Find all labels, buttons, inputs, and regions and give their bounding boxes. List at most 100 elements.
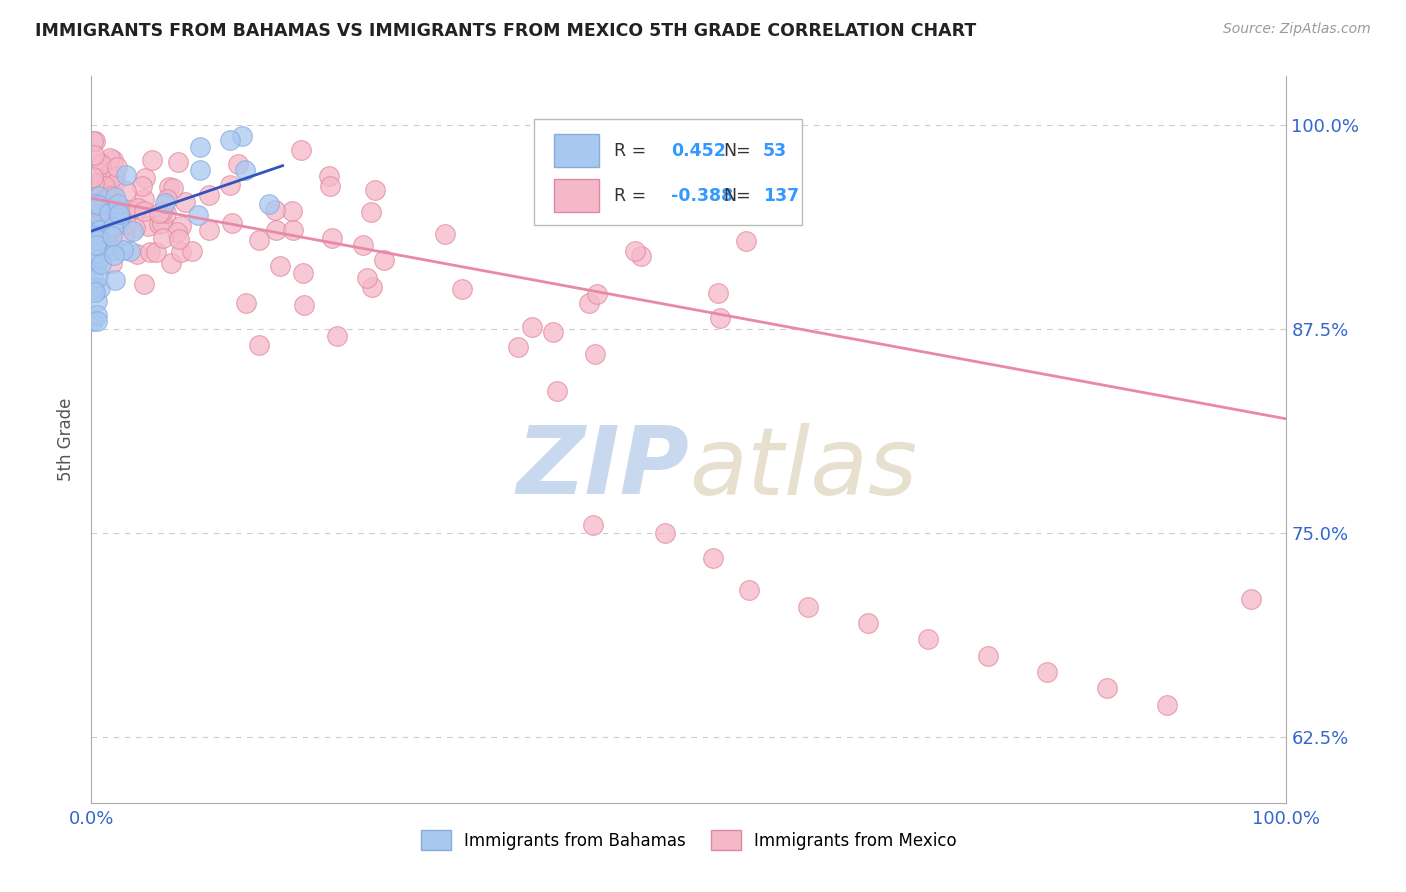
Text: N=: N= [724, 186, 751, 204]
Point [148, 206, 170, 220]
Point [155, 206, 177, 220]
Point [86, 246, 108, 260]
Point [132, 192, 155, 206]
Point [976, 648, 998, 663]
Point [103, 248, 125, 262]
Point [231, 128, 253, 143]
Point [83, 279, 105, 293]
Point [82, 314, 104, 328]
Point [101, 220, 124, 235]
Point [247, 338, 270, 352]
Point [188, 162, 211, 177]
Point [97, 235, 120, 250]
Point [319, 179, 342, 194]
Point [86, 186, 108, 201]
Point [702, 550, 724, 565]
Point [100, 188, 122, 202]
Point [132, 277, 155, 291]
Point [105, 160, 128, 174]
Point [266, 223, 288, 237]
Point [83, 198, 105, 212]
Point [97, 206, 120, 220]
Point [108, 201, 131, 215]
Point [124, 221, 146, 235]
Point [84, 134, 107, 148]
Point [83, 285, 105, 300]
Point [84, 200, 107, 214]
Text: 137: 137 [763, 186, 799, 204]
Point [82, 243, 104, 257]
Point [89, 222, 111, 236]
Text: Source: ZipAtlas.com: Source: ZipAtlas.com [1223, 22, 1371, 37]
Point [139, 245, 162, 260]
Point [247, 233, 270, 247]
Point [506, 340, 529, 354]
Point [318, 169, 340, 183]
Point [86, 255, 108, 269]
Point [103, 177, 125, 191]
Point [148, 217, 170, 231]
Point [141, 153, 163, 168]
Point [87, 198, 110, 212]
Point [94, 182, 117, 196]
Point [257, 197, 280, 211]
Point [84, 153, 107, 167]
Point [90, 237, 112, 252]
Point [90, 156, 112, 170]
Y-axis label: 5th Grade: 5th Grade [58, 398, 76, 481]
Point [91, 194, 114, 209]
Point [360, 205, 382, 219]
FancyBboxPatch shape [554, 134, 599, 167]
Point [89, 246, 111, 260]
Text: R =: R = [613, 142, 645, 160]
Text: atlas: atlas [689, 423, 917, 514]
Point [174, 195, 197, 210]
Point [84, 197, 107, 211]
Point [96, 238, 118, 252]
Point [221, 216, 243, 230]
Point [551, 179, 574, 194]
Point [93, 179, 115, 194]
Point [131, 179, 153, 194]
Point [127, 201, 149, 215]
Point [364, 183, 387, 197]
Point [115, 184, 138, 198]
Point [101, 199, 124, 213]
Point [91, 196, 114, 211]
Point [86, 237, 108, 252]
Point [582, 518, 605, 533]
Point [90, 257, 112, 271]
Point [188, 140, 211, 154]
Point [104, 169, 127, 183]
Point [87, 189, 110, 203]
Point [108, 211, 131, 226]
Point [451, 282, 474, 296]
Point [1156, 698, 1178, 712]
Point [111, 243, 134, 257]
Point [198, 188, 221, 202]
Point [145, 244, 167, 259]
Point [86, 219, 108, 233]
Point [226, 157, 249, 171]
Point [181, 244, 204, 259]
Point [107, 197, 129, 211]
Point [104, 190, 127, 204]
Point [187, 208, 209, 222]
Point [373, 253, 395, 268]
Point [356, 271, 378, 285]
Text: N=: N= [724, 142, 751, 160]
Point [83, 222, 105, 236]
Point [169, 219, 191, 234]
Point [166, 226, 188, 240]
Point [361, 280, 384, 294]
Point [104, 273, 127, 287]
Text: R =: R = [613, 186, 645, 204]
Point [1097, 681, 1119, 696]
Point [856, 616, 880, 631]
Point [91, 201, 114, 215]
FancyBboxPatch shape [554, 179, 599, 212]
Point [100, 223, 122, 237]
Point [115, 217, 138, 231]
Point [87, 234, 110, 248]
Point [122, 223, 145, 237]
